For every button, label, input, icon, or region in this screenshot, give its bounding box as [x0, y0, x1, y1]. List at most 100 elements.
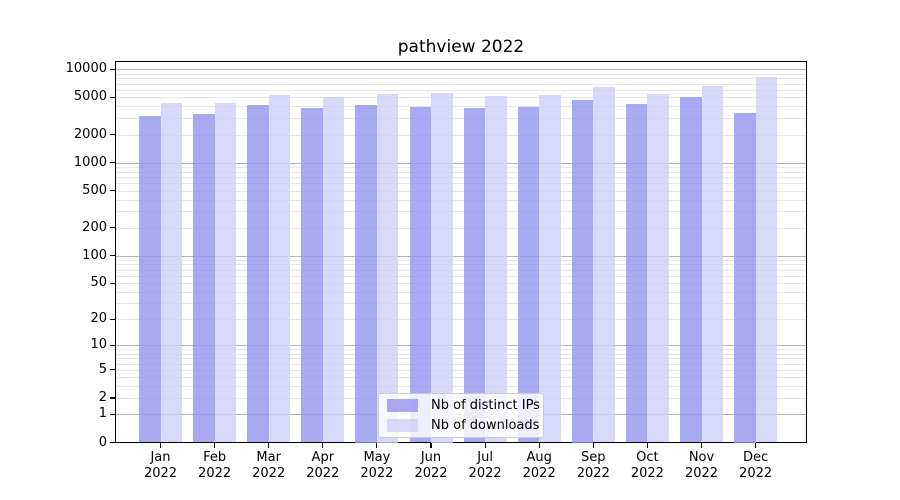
minor-gridline	[116, 319, 806, 321]
bar-ips-mar	[247, 105, 269, 443]
y-tick-1000	[110, 162, 115, 164]
minor-gridline	[116, 259, 806, 261]
x-tick-label-feb: Feb 2022	[198, 450, 232, 481]
major-gridline	[116, 345, 806, 347]
minor-gridline	[116, 349, 806, 351]
minor-gridline	[116, 134, 806, 136]
bar-ips-jan	[139, 115, 161, 443]
minor-gridline	[116, 177, 806, 178]
x-tick-dec	[755, 442, 757, 448]
minor-gridline	[116, 190, 806, 192]
x-tick-jun	[430, 442, 432, 448]
x-tick-jul	[484, 442, 486, 448]
bar-downloads-may	[376, 94, 399, 443]
minor-gridline	[116, 353, 806, 355]
x-tick-label-jun: Jun 2022	[414, 450, 448, 481]
y-tick-label-20: 20	[90, 311, 107, 327]
x-tick-label-oct: Oct 2022	[630, 450, 664, 481]
minor-gridline	[116, 358, 806, 360]
x-tick-label-aug: Aug 2022	[522, 450, 556, 481]
x-tick-label-jan: Jan 2022	[143, 450, 178, 481]
y-tick-label-10000: 10000	[65, 61, 107, 77]
y-tick-500	[110, 190, 115, 192]
x-tick-label-may: May 2022	[360, 450, 394, 481]
plot-area	[115, 61, 807, 443]
minor-gridline	[116, 377, 806, 379]
y-tick-label-100: 100	[82, 247, 107, 263]
minor-gridline	[116, 303, 806, 305]
x-tick-label-nov: Nov 2022	[684, 450, 719, 481]
legend-label-distinct-ips: Nb of distinct IPs	[431, 398, 540, 413]
minor-gridline	[116, 118, 806, 120]
x-tick-feb	[214, 442, 216, 448]
minor-gridline	[116, 90, 806, 91]
major-gridline	[116, 162, 806, 164]
y-tick-50	[110, 282, 115, 284]
x-tick-jan	[159, 442, 162, 448]
x-tick-label-mar: Mar 2022	[252, 450, 286, 481]
minor-gridline	[116, 275, 806, 277]
chart-title: pathview 2022	[397, 37, 525, 57]
y-tick-label-500: 500	[82, 182, 107, 198]
bar-downloads-jun	[431, 93, 453, 443]
bar-ips-sep	[571, 100, 594, 443]
y-tick-label-1: 1	[98, 406, 107, 422]
legend-swatch-downloads	[387, 419, 418, 432]
y-tick-2000	[110, 133, 115, 136]
minor-gridline	[116, 73, 806, 75]
x-tick-aug	[538, 442, 540, 448]
legend-item-downloads: Nb of downloads	[387, 418, 543, 433]
x-tick-oct	[646, 442, 648, 448]
minor-gridline	[116, 264, 806, 266]
y-tick-label-5: 5	[98, 361, 107, 377]
bar-ips-dec	[734, 113, 756, 443]
minor-gridline	[116, 97, 806, 99]
x-tick-may	[376, 442, 378, 448]
x-tick-label-dec: Dec 2022	[739, 450, 773, 481]
y-tick-100	[110, 254, 115, 257]
bar-ips-feb	[193, 113, 215, 443]
x-tick-label-apr: Apr 2022	[306, 450, 340, 481]
bar-ips-oct	[625, 104, 648, 443]
minor-gridline	[116, 269, 806, 271]
minor-gridline	[116, 363, 806, 365]
legend: Nb of distinct IPs Nb of downloads	[378, 393, 544, 438]
x-tick-apr	[322, 442, 324, 448]
minor-gridline	[116, 211, 806, 213]
y-tick-2	[110, 397, 115, 399]
legend-item-distinct-ips: Nb of distinct IPs	[387, 398, 543, 413]
bar-ips-apr	[301, 108, 323, 443]
y-tick-200	[110, 227, 115, 229]
bar-downloads-aug	[539, 94, 561, 443]
y-tick-20	[110, 318, 115, 320]
bar-downloads-nov	[701, 85, 723, 443]
bar-downloads-apr	[322, 97, 345, 443]
bar-downloads-mar	[268, 95, 291, 443]
legend-label-downloads: Nb of downloads	[431, 418, 540, 433]
x-tick-label-jul: Jul 2022	[468, 450, 502, 481]
major-gridline	[116, 255, 806, 257]
bar-ips-nov	[680, 97, 702, 443]
y-tick-label-50: 50	[90, 275, 107, 291]
y-tick-5000	[110, 96, 115, 98]
y-tick-10	[110, 344, 115, 346]
bar-downloads-sep	[593, 87, 615, 443]
major-gridline	[116, 69, 806, 71]
y-tick-5	[110, 369, 115, 371]
minor-gridline	[116, 78, 806, 80]
legend-swatch-distinct-ips	[387, 399, 418, 412]
bar-ips-may	[355, 105, 377, 443]
bar-ips-jul	[463, 107, 486, 443]
bar-ips-jun	[409, 107, 431, 443]
minor-gridline	[116, 292, 806, 293]
bar-downloads-feb	[214, 102, 237, 443]
minor-gridline	[116, 106, 806, 108]
bar-downloads-oct	[647, 93, 669, 443]
minor-gridline	[116, 227, 806, 229]
y-tick-0	[110, 441, 115, 444]
x-tick-sep	[592, 442, 594, 448]
bar-ips-aug	[517, 106, 540, 443]
x-tick-label-sep: Sep 2022	[576, 450, 610, 481]
bar-downloads-jul	[485, 95, 507, 443]
